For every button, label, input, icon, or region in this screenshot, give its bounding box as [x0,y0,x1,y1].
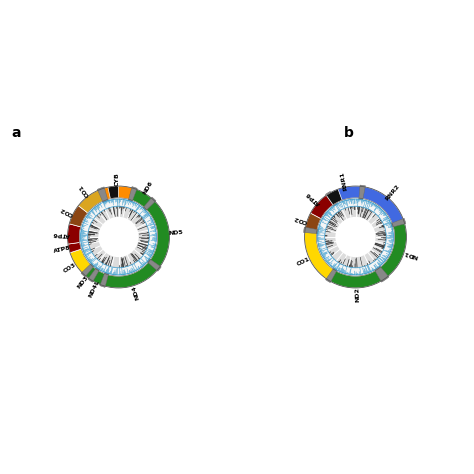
Text: CO3: CO3 [63,262,77,274]
Text: ND5: ND5 [168,229,183,236]
Text: RNR2: RNR2 [384,184,401,202]
Text: ND2: ND2 [355,287,361,302]
Polygon shape [68,224,81,244]
Text: CO1: CO1 [296,256,311,266]
Polygon shape [108,186,118,199]
Polygon shape [91,270,107,285]
Text: ATP6: ATP6 [52,230,70,237]
Polygon shape [128,187,137,201]
Text: b: b [344,126,354,140]
Polygon shape [84,265,97,280]
Text: CYB: CYB [115,173,120,186]
Polygon shape [310,194,335,219]
Circle shape [98,217,138,257]
Text: CO2: CO2 [60,206,74,217]
Text: a: a [12,126,21,140]
Text: ND1: ND1 [402,250,419,259]
Text: ND3: ND3 [76,275,90,290]
Polygon shape [88,268,100,282]
Polygon shape [68,242,82,253]
Polygon shape [147,259,161,271]
Polygon shape [145,200,169,268]
Polygon shape [78,189,105,213]
Circle shape [88,207,149,267]
Polygon shape [70,249,92,274]
Text: RNR1: RNR1 [339,171,348,191]
Polygon shape [81,264,94,277]
Polygon shape [101,186,134,200]
Polygon shape [326,191,337,206]
Text: ATP6: ATP6 [305,190,321,206]
Polygon shape [103,261,159,288]
Text: ND4L: ND4L [87,279,100,299]
Polygon shape [81,199,156,275]
Polygon shape [305,230,335,280]
Polygon shape [305,213,321,232]
Polygon shape [318,199,393,275]
Polygon shape [143,197,156,210]
Polygon shape [379,221,406,278]
Polygon shape [130,189,153,209]
Polygon shape [391,219,406,227]
Polygon shape [328,268,386,288]
Circle shape [336,217,375,257]
Polygon shape [328,186,363,204]
Polygon shape [326,268,337,283]
Text: ND4: ND4 [131,284,140,300]
Polygon shape [100,273,109,287]
Text: ND6: ND6 [142,180,154,195]
Polygon shape [69,206,88,227]
Polygon shape [97,187,108,202]
Text: CO1: CO1 [79,183,91,198]
Text: ATP8: ATP8 [53,246,72,255]
Circle shape [325,207,386,267]
Text: CO2: CO2 [293,215,308,224]
Polygon shape [303,227,318,234]
Polygon shape [326,189,342,205]
Polygon shape [374,266,389,282]
Polygon shape [361,187,404,225]
Polygon shape [359,185,365,200]
